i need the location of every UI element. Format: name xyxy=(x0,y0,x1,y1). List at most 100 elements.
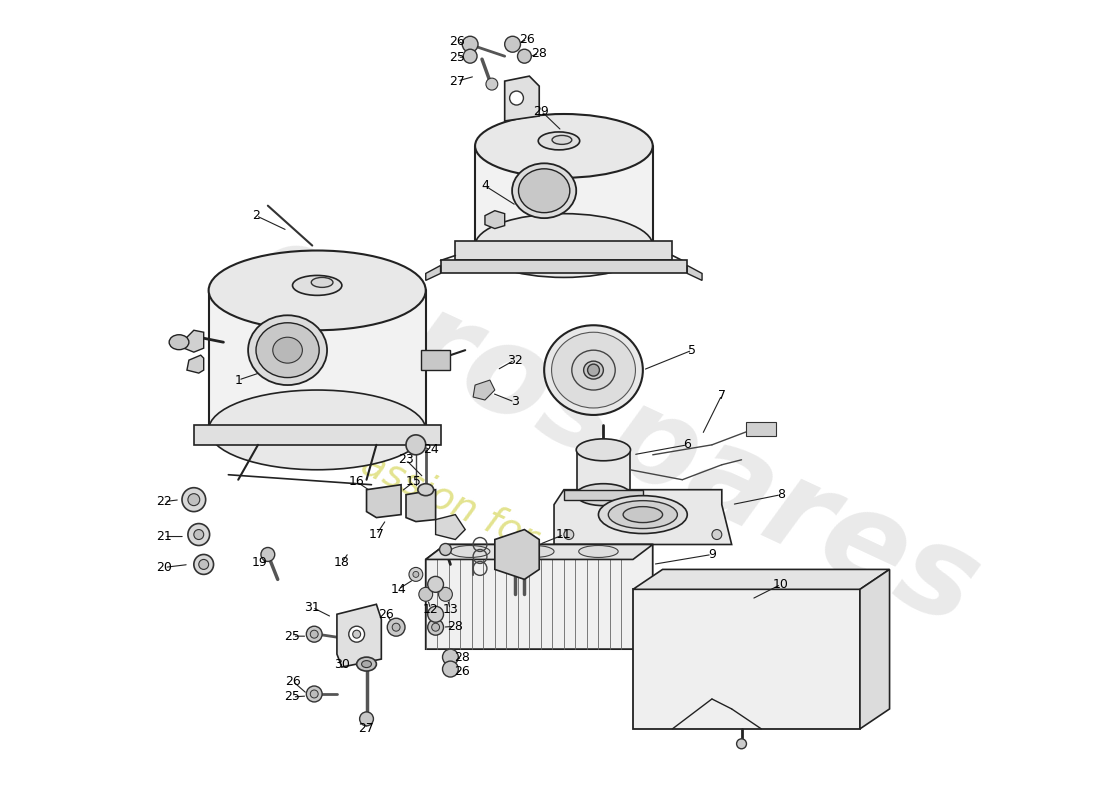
Circle shape xyxy=(737,739,747,749)
Polygon shape xyxy=(426,266,440,281)
Ellipse shape xyxy=(518,169,570,213)
Polygon shape xyxy=(426,545,652,559)
Text: a passion for parts since 1985: a passion for parts since 1985 xyxy=(299,418,848,701)
Ellipse shape xyxy=(608,501,678,529)
Circle shape xyxy=(306,686,322,702)
Ellipse shape xyxy=(513,163,576,218)
Text: 23: 23 xyxy=(398,454,414,466)
Text: 26: 26 xyxy=(450,34,465,48)
Circle shape xyxy=(194,530,204,539)
Text: 16: 16 xyxy=(349,475,364,488)
Circle shape xyxy=(517,50,531,63)
Text: 7: 7 xyxy=(718,389,726,402)
Circle shape xyxy=(564,530,574,539)
Circle shape xyxy=(431,623,440,631)
Circle shape xyxy=(306,626,322,642)
Text: 14: 14 xyxy=(390,583,406,596)
Polygon shape xyxy=(406,490,436,522)
Text: 19: 19 xyxy=(252,556,267,569)
Text: 27: 27 xyxy=(450,74,465,88)
Circle shape xyxy=(463,50,477,63)
Circle shape xyxy=(462,36,478,52)
Text: 12: 12 xyxy=(422,602,439,616)
Polygon shape xyxy=(485,210,505,229)
Circle shape xyxy=(387,618,405,636)
Text: 1: 1 xyxy=(234,374,242,386)
Circle shape xyxy=(587,364,600,376)
Ellipse shape xyxy=(209,390,426,470)
Ellipse shape xyxy=(209,250,426,330)
Polygon shape xyxy=(187,355,204,373)
Text: 28: 28 xyxy=(531,46,547,60)
Circle shape xyxy=(188,494,200,506)
Ellipse shape xyxy=(572,350,615,390)
Polygon shape xyxy=(505,76,539,121)
Polygon shape xyxy=(475,146,652,246)
Ellipse shape xyxy=(551,332,636,408)
Text: 25: 25 xyxy=(285,690,300,703)
Circle shape xyxy=(428,576,443,592)
Ellipse shape xyxy=(623,506,662,522)
Circle shape xyxy=(406,435,426,455)
Text: 26: 26 xyxy=(378,608,394,621)
Polygon shape xyxy=(436,514,465,539)
Text: 8: 8 xyxy=(777,488,785,501)
Polygon shape xyxy=(426,545,652,649)
Circle shape xyxy=(310,690,318,698)
Circle shape xyxy=(194,554,213,574)
Circle shape xyxy=(409,567,422,582)
Text: 18: 18 xyxy=(334,556,350,569)
Circle shape xyxy=(188,523,210,546)
Text: 26: 26 xyxy=(285,674,300,687)
Text: 13: 13 xyxy=(442,602,459,616)
Text: 17: 17 xyxy=(368,528,384,541)
Text: 3: 3 xyxy=(510,395,518,409)
Polygon shape xyxy=(564,490,642,500)
Circle shape xyxy=(261,547,275,562)
Polygon shape xyxy=(495,530,539,579)
Ellipse shape xyxy=(169,334,189,350)
Text: 15: 15 xyxy=(406,475,421,488)
Ellipse shape xyxy=(293,275,342,295)
Ellipse shape xyxy=(552,135,572,144)
Circle shape xyxy=(440,543,451,555)
Polygon shape xyxy=(554,490,732,545)
Polygon shape xyxy=(194,425,440,445)
Polygon shape xyxy=(440,261,688,274)
Circle shape xyxy=(428,619,443,635)
Ellipse shape xyxy=(475,214,652,278)
Circle shape xyxy=(442,661,459,677)
Text: 5: 5 xyxy=(689,344,696,357)
Text: 27: 27 xyxy=(359,722,374,735)
Text: 9: 9 xyxy=(708,548,716,561)
Text: 24: 24 xyxy=(422,443,439,456)
Text: 30: 30 xyxy=(334,658,350,670)
Polygon shape xyxy=(632,570,890,590)
Polygon shape xyxy=(860,570,890,729)
Circle shape xyxy=(712,530,722,539)
Circle shape xyxy=(353,630,361,638)
Text: 26: 26 xyxy=(454,665,470,678)
Ellipse shape xyxy=(418,484,433,496)
Text: 20: 20 xyxy=(156,561,173,574)
Ellipse shape xyxy=(538,132,580,150)
Circle shape xyxy=(310,630,318,638)
Text: eurospares: eurospares xyxy=(230,208,997,652)
Text: 10: 10 xyxy=(773,578,789,591)
Ellipse shape xyxy=(544,326,642,415)
Ellipse shape xyxy=(362,661,372,667)
Circle shape xyxy=(182,488,206,512)
Circle shape xyxy=(442,649,459,665)
Text: 28: 28 xyxy=(454,650,470,664)
Ellipse shape xyxy=(515,546,554,558)
Ellipse shape xyxy=(273,338,303,363)
Circle shape xyxy=(393,623,400,631)
Circle shape xyxy=(486,78,498,90)
Ellipse shape xyxy=(475,114,652,178)
Ellipse shape xyxy=(579,546,618,558)
Text: 4: 4 xyxy=(481,179,488,192)
Bar xyxy=(747,422,777,436)
Polygon shape xyxy=(337,604,382,667)
Text: 22: 22 xyxy=(156,495,172,508)
Ellipse shape xyxy=(249,315,327,385)
